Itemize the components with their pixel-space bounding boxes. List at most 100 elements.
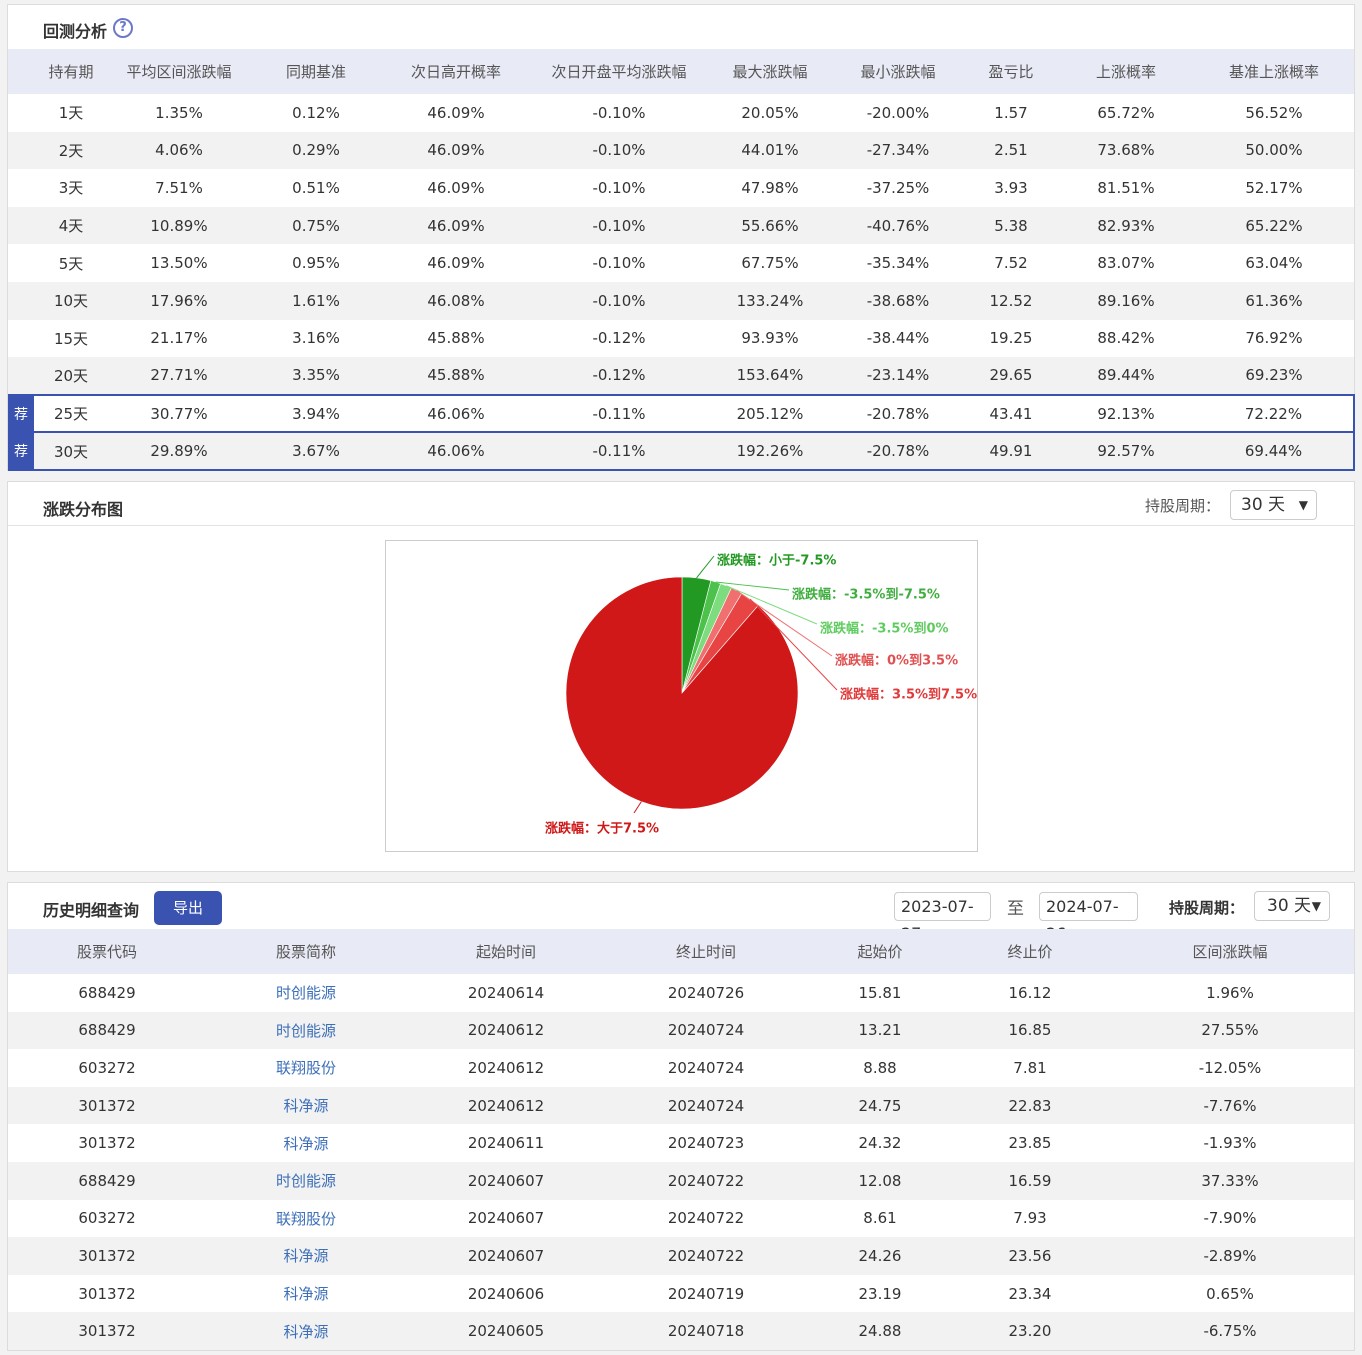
table-cell: 4.06% [108, 131, 250, 170]
table-cell: 46.06% [382, 393, 530, 434]
column-header[interactable]: 次日开盘平均涨跌幅 [530, 49, 708, 94]
history-row: 688429 时创能源 20240612 20240724 13.21 16.85 27.5… [8, 1011, 1354, 1050]
pie-chart-frame: 涨跌幅：小于-7.5% 涨跌幅：-3.5%到-7.5% 涨跌幅：-3.5%到0% 涨跌… [385, 540, 978, 852]
column-header[interactable]: 基准上涨概率 [1194, 49, 1354, 94]
table-cell: 30.77% [108, 393, 250, 434]
table-cell: 153.64% [708, 357, 832, 395]
table-cell: -27.34% [832, 131, 964, 170]
table-cell: 92.13% [1058, 393, 1194, 434]
badge-cell [8, 206, 34, 245]
history-title: 历史明细查询 [43, 901, 140, 920]
end-date-input[interactable]: 2024-07-26 [1039, 892, 1138, 943]
column-header[interactable]: 持有期 [34, 49, 108, 94]
stock-name-link[interactable]: 时创能源 [275, 1172, 336, 1191]
table-cell: 92.57% [1058, 431, 1194, 471]
export-button[interactable]: 导出 [154, 891, 222, 925]
table-cell: 43.41 [964, 393, 1058, 434]
stock-name-link[interactable]: 时创能源 [275, 1021, 336, 1040]
pie-chart: 涨跌幅：小于-7.5% 涨跌幅：-3.5%到-7.5% 涨跌幅：-3.5%到0% 涨跌… [544, 553, 977, 837]
table-cell: 46.08% [382, 281, 530, 320]
history-row: 688429 时创能源 20240607 20240722 12.08 16.59 37.3… [8, 1161, 1354, 1200]
stock-name-link[interactable]: 科净源 [283, 1322, 329, 1341]
period-select[interactable]: 30 天 ▼ [1230, 490, 1317, 520]
table-cell: 科净源 [206, 1086, 406, 1125]
table-cell: 76.92% [1245, 329, 1303, 348]
table-cell: 46.09% [427, 103, 485, 122]
start-date-input[interactable]: 2023-07-27 [894, 892, 991, 943]
column-header[interactable]: 终止时间 [606, 929, 806, 974]
column-header[interactable]: 股票代码 [8, 929, 206, 974]
backtest-table: 持有期 平均区间涨跌幅 同期基准 次日高开概率 次日开盘平均涨跌幅 最大涨跌幅 … [8, 49, 1355, 471]
change-cell: -12.05% [1198, 1058, 1262, 1077]
stock-name-link[interactable]: 时创能源 [275, 984, 336, 1003]
table-cell: 301372 [8, 1312, 206, 1350]
column-header[interactable]: 终止价 [954, 929, 1106, 974]
table-cell: 133.24% [708, 281, 832, 320]
table-cell: 19.25 [989, 329, 1033, 348]
column-header[interactable]: 平均区间涨跌幅 [108, 49, 250, 94]
table-cell: 27.71% [108, 357, 250, 395]
column-header[interactable]: 盈亏比 [964, 49, 1058, 94]
table-cell: 10天 [34, 281, 108, 320]
help-icon[interactable]: ? [113, 18, 133, 38]
history-period-select[interactable]: 30 天 ▼ [1254, 891, 1330, 921]
period-label: 持股周期： [1145, 497, 1221, 515]
column-header[interactable]: 股票简称 [206, 929, 406, 974]
column-header[interactable]: 区间涨跌幅 [1106, 929, 1354, 974]
stock-name-link[interactable]: 科净源 [283, 1134, 329, 1153]
stock-name-link[interactable]: 联翔股份 [275, 1059, 336, 1078]
column-header[interactable]: 同期基准 [250, 49, 382, 94]
column-header[interactable]: 最小涨跌幅 [832, 49, 964, 94]
table-cell: 17.96% [108, 281, 250, 320]
stock-name-link[interactable]: 科净源 [283, 1097, 329, 1116]
table-cell: -0.10% [592, 254, 646, 273]
table-cell: 22.83 [954, 1086, 1106, 1125]
column-header[interactable]: 最大涨跌幅 [708, 49, 832, 94]
table-cell: 52.17% [1245, 178, 1303, 197]
table-cell: 50.00% [1194, 131, 1354, 170]
history-table: 股票代码 股票简称 起始时间 终止时间 起始价 终止价 区间涨跌幅 688429… [8, 929, 1354, 1350]
change-cell: 37.33% [1106, 1161, 1354, 1200]
table-cell: 0.51% [292, 178, 340, 197]
table-cell: -38.68% [832, 281, 964, 320]
table-cell: 72.22% [1194, 393, 1355, 434]
history-row: 688429 时创能源 20240614 20240726 15.81 16.12 1.96… [8, 974, 1354, 1012]
table-cell: 20天 [34, 357, 108, 395]
table-cell: 23.20 [954, 1312, 1106, 1350]
table-cell: -0.10% [530, 281, 708, 320]
backtest-row: 10天 17.96% 1.61% 46.08% -0.10% 133.24% -38.68%… [8, 281, 1354, 320]
table-cell: 20240722 [667, 1209, 745, 1228]
backtest-row: 荐 30天 29.89% 3.67% 46.06% -0.11% 192.26% -20.78… [8, 431, 1355, 471]
pie-slice[interactable] [565, 576, 799, 810]
table-cell: 13.50% [150, 254, 208, 273]
table-cell: 3.93 [994, 178, 1028, 197]
table-cell: 16.59 [954, 1161, 1106, 1200]
table-cell: 16.85 [954, 1011, 1106, 1050]
table-cell: -0.11% [530, 431, 708, 471]
table-cell: 46.09% [382, 131, 530, 170]
change-cell: -1.93% [1203, 1134, 1257, 1153]
badge-cell [8, 357, 34, 395]
table-cell: 65.22% [1194, 206, 1354, 245]
history-row: 603272 联翔股份 20240607 20240722 8.61 7.93 -7.90% [8, 1200, 1354, 1238]
table-cell: 49.91 [964, 431, 1058, 471]
pie-leader-line [725, 585, 818, 625]
badge-cell [8, 320, 34, 358]
distribution-title: 涨跌分布图 [43, 500, 124, 519]
table-cell: -20.78% [832, 393, 964, 434]
column-header[interactable]: 上涨概率 [1058, 49, 1194, 94]
stock-name-link[interactable]: 联翔股份 [275, 1209, 336, 1228]
table-cell: 69.44% [1194, 431, 1355, 471]
column-header[interactable]: 起始价 [806, 929, 954, 974]
stock-name-link[interactable]: 科净源 [283, 1285, 329, 1304]
column-header[interactable]: 次日高开概率 [382, 49, 530, 94]
table-cell: 20240611 [467, 1134, 545, 1153]
history-row: 301372 科净源 20240612 20240724 24.75 22.83 -7.76… [8, 1086, 1354, 1125]
table-cell: 20240724 [667, 1058, 745, 1077]
stock-name-link[interactable]: 科净源 [283, 1247, 329, 1266]
table-cell: -0.11% [530, 393, 708, 434]
table-cell: 65.72% [1097, 103, 1155, 122]
table-cell: 20240719 [667, 1284, 745, 1303]
column-header[interactable]: 起始时间 [406, 929, 606, 974]
table-cell: 24.75 [806, 1086, 954, 1125]
